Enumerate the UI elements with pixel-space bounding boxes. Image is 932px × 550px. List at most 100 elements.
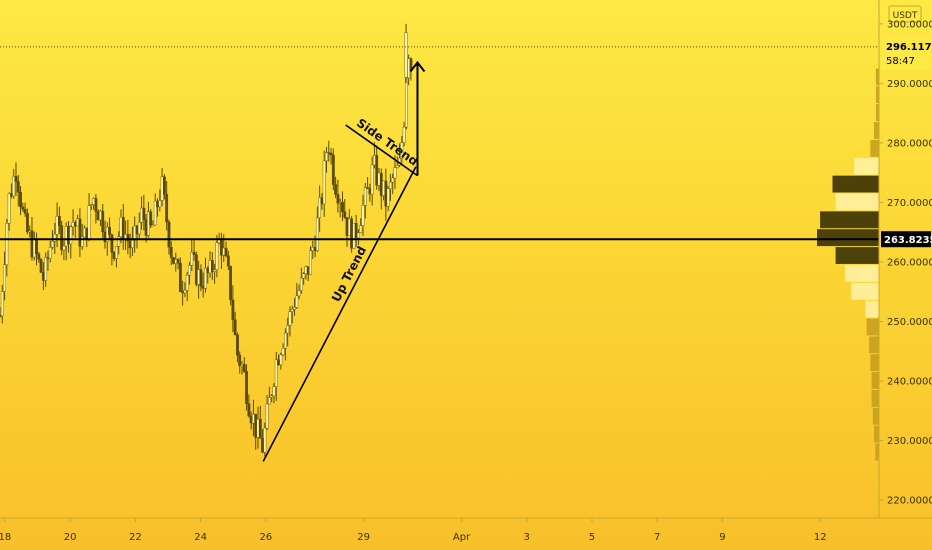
- candle-body: [245, 371, 248, 404]
- candle-body: [279, 354, 283, 365]
- candle-body: [78, 218, 82, 247]
- candle-body: [293, 307, 296, 310]
- candle-body: [304, 266, 308, 274]
- volume-profile-bar: [875, 86, 879, 104]
- candle-body: [172, 257, 175, 264]
- volume-profile: [817, 68, 879, 461]
- candle-body: [368, 188, 372, 195]
- candle-body: [386, 188, 390, 207]
- candle-body: [357, 232, 360, 239]
- candle-body: [62, 245, 66, 251]
- candle-body: [169, 246, 173, 258]
- x-tick-label: Apr: [453, 532, 471, 543]
- candle-body: [101, 210, 105, 233]
- candle-body: [277, 359, 280, 365]
- price-axis[interactable]: USDT 220.0000 230.0000 240.0000 250.0000 260…: [878, 0, 932, 518]
- candle-body: [213, 269, 217, 272]
- candle-body: [35, 238, 38, 255]
- candle-body: [345, 217, 349, 236]
- candle-body: [7, 193, 11, 224]
- candle-body: [160, 176, 164, 201]
- candle-body: [151, 224, 155, 227]
- candle-body: [288, 311, 292, 326]
- candle-body: [37, 253, 41, 260]
- candle-body: [25, 213, 29, 233]
- candle-body: [236, 334, 239, 356]
- candle-body: [281, 348, 285, 355]
- side-trend-label[interactable]: Side Trend: [354, 116, 421, 169]
- candle-body: [128, 240, 132, 249]
- x-tick-label: 29: [357, 532, 370, 543]
- candle-body: [144, 219, 148, 236]
- volume-profile-bar: [851, 282, 879, 300]
- candle-body: [338, 201, 342, 204]
- candle-body: [306, 266, 310, 275]
- candle-body: [363, 187, 367, 206]
- candle-body: [5, 222, 9, 265]
- last-price-badge: 296.1178 58:47: [881, 37, 932, 70]
- candle-body: [256, 419, 260, 438]
- candle-body: [153, 200, 157, 226]
- candle-body: [73, 221, 77, 227]
- candle-body: [0, 315, 2, 317]
- y-tick-label: 240.0000: [887, 377, 932, 388]
- time-axis[interactable]: 18 20 22 24 26 29 Apr 3 5 7 9 12: [0, 517, 932, 543]
- candle-body: [190, 252, 194, 266]
- candle-body: [21, 206, 25, 210]
- candle-body: [377, 172, 381, 186]
- candle-body: [48, 247, 52, 259]
- candle-body: [108, 226, 111, 235]
- candle-body: [263, 427, 267, 453]
- candle-body: [233, 319, 237, 335]
- y-tick-label: 230.0000: [887, 436, 932, 447]
- up-trend-line[interactable]: [262, 166, 417, 462]
- candle-body: [176, 259, 180, 264]
- candle-body: [220, 238, 223, 256]
- candle-body: [318, 197, 322, 219]
- candle-body: [199, 269, 203, 287]
- candle-body: [201, 286, 205, 289]
- last-price-badge-bg: [881, 37, 931, 70]
- candle-body: [370, 164, 374, 195]
- side-trend-line[interactable]: [345, 124, 418, 177]
- currency-badge[interactable]: [888, 5, 922, 23]
- candle-body: [112, 252, 116, 259]
- candle-body: [126, 234, 130, 242]
- breakout-arrow-head[interactable]: [409, 60, 426, 73]
- candle-body: [327, 152, 331, 154]
- volume-profile-bar: [869, 336, 879, 354]
- candle-body: [352, 223, 356, 249]
- candle-body: [89, 204, 93, 206]
- volume-profile-bar: [817, 229, 879, 247]
- candle-body: [331, 154, 335, 185]
- candle-body: [404, 32, 408, 78]
- candle-body: [149, 211, 153, 226]
- volume-profile-bar: [820, 211, 879, 229]
- candle-body: [249, 415, 253, 424]
- candle-body: [28, 230, 32, 233]
- horizontal-level-badge-bg: [881, 231, 931, 248]
- candle-body: [322, 160, 326, 205]
- candle-body: [188, 265, 191, 276]
- candle-body: [87, 205, 91, 240]
- y-tick-label: 280.0000: [887, 138, 932, 149]
- candle-body: [320, 197, 324, 205]
- candle-body: [53, 234, 57, 242]
- volume-profile-bar: [875, 68, 879, 86]
- price-series: [0, 23, 413, 457]
- candle-body: [165, 194, 169, 223]
- volume-profile-bar: [872, 407, 879, 425]
- y-tick-label: 300.0000: [887, 19, 932, 30]
- candle-body: [268, 397, 271, 405]
- candle-body: [329, 152, 333, 156]
- volume-profile-bar: [835, 247, 879, 264]
- candle-body: [231, 299, 235, 321]
- candle-body: [270, 395, 274, 398]
- candle-body: [404, 77, 408, 128]
- candle-body: [254, 413, 258, 438]
- candle-body: [69, 226, 73, 245]
- candle-body: [158, 200, 162, 208]
- volume-profile-bar: [866, 318, 879, 336]
- volume-profile-bar: [870, 139, 879, 157]
